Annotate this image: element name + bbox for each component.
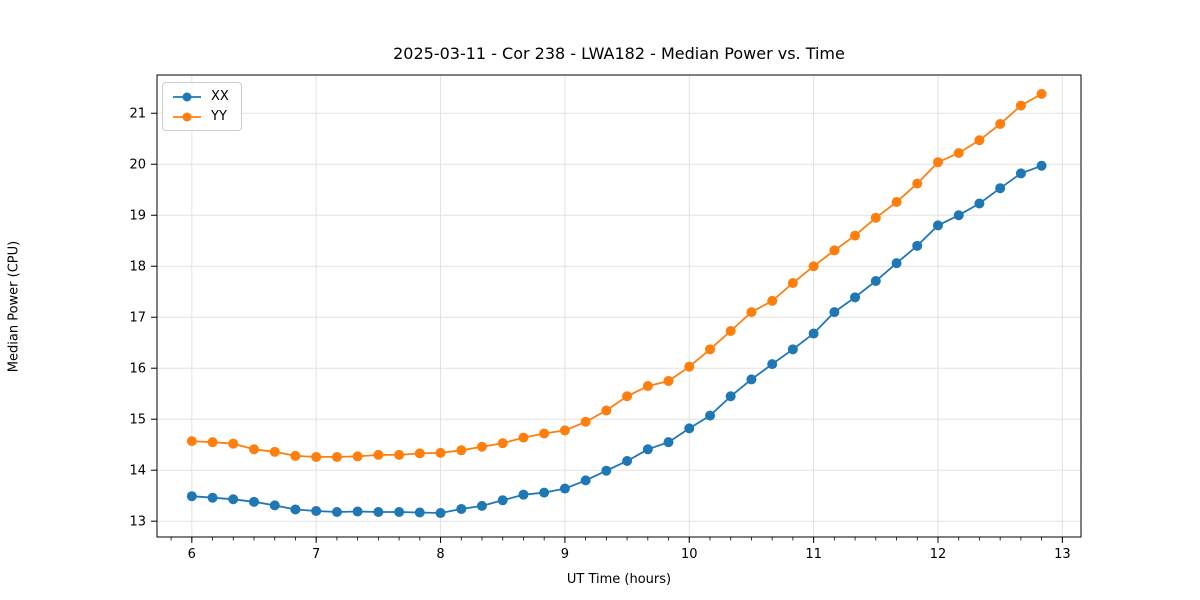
axis-ticks bbox=[151, 112, 1063, 543]
legend-item-yy: YY bbox=[171, 109, 229, 124]
svg-text:15: 15 bbox=[129, 413, 146, 428]
svg-text:9: 9 bbox=[561, 547, 569, 562]
legend-swatch-xx-icon bbox=[173, 92, 201, 101]
svg-text:8: 8 bbox=[436, 547, 444, 562]
svg-text:20: 20 bbox=[129, 158, 146, 173]
svg-text:6: 6 bbox=[188, 547, 196, 562]
svg-text:13: 13 bbox=[129, 515, 146, 530]
svg-text:18: 18 bbox=[129, 260, 146, 275]
series-line-XX bbox=[191, 164, 1042, 514]
series-line-YY bbox=[191, 93, 1043, 458]
svg-text:10: 10 bbox=[681, 547, 698, 562]
legend-label-yy: YY bbox=[211, 109, 227, 124]
legend-swatch-yy-icon bbox=[173, 112, 201, 121]
svg-text:7: 7 bbox=[312, 547, 320, 562]
y-tick-labels: 13 14 15 16 17 18 19 20 21 bbox=[129, 107, 146, 530]
x-tick-labels: 6 7 8 9 10 11 12 13 bbox=[188, 547, 1071, 562]
chart-title: 2025-03-11 - Cor 238 - LWA182 - Median P… bbox=[393, 44, 845, 63]
svg-text:17: 17 bbox=[129, 311, 146, 326]
svg-text:14: 14 bbox=[129, 464, 146, 479]
svg-text:13: 13 bbox=[1054, 547, 1071, 562]
legend-label-xx: XX bbox=[211, 89, 229, 104]
legend-item-xx: XX bbox=[171, 89, 229, 104]
legend: XX YY bbox=[162, 82, 242, 131]
series-markers-YY bbox=[186, 88, 1047, 462]
svg-text:19: 19 bbox=[129, 209, 146, 224]
series-markers-XX bbox=[186, 160, 1047, 519]
svg-text:21: 21 bbox=[129, 107, 146, 122]
svg-text:16: 16 bbox=[129, 362, 146, 377]
plot-frame bbox=[156, 74, 1082, 538]
svg-text:12: 12 bbox=[930, 547, 947, 562]
x-axis-label: UT Time (hours) bbox=[566, 572, 672, 587]
svg-text:11: 11 bbox=[805, 547, 822, 562]
gridlines bbox=[157, 75, 1081, 537]
y-axis-label: Median Power (CPU) bbox=[6, 240, 22, 373]
